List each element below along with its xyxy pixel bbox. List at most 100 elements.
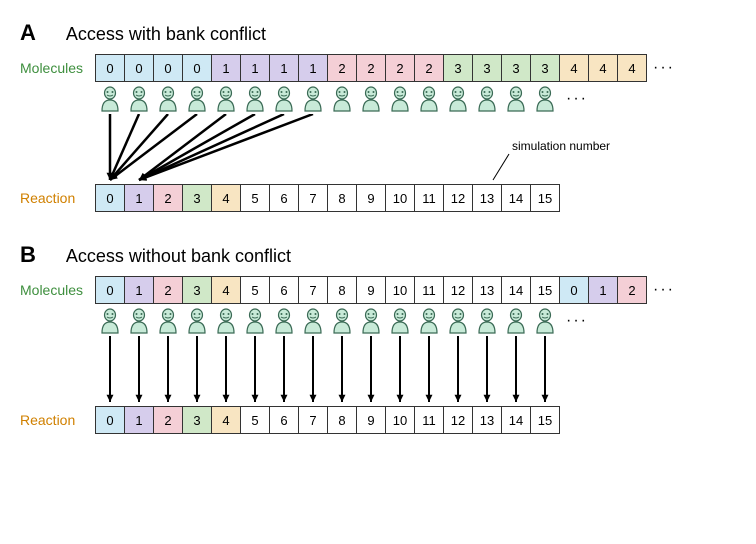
cell: 4 — [559, 54, 589, 82]
cell: 1 — [124, 276, 154, 304]
cell: 7 — [298, 276, 328, 304]
cell: 1 — [124, 184, 154, 212]
cell: 4 — [617, 54, 647, 82]
cell: 5 — [240, 276, 270, 304]
cell: 2 — [617, 276, 647, 304]
reaction-label: Reaction — [20, 412, 95, 428]
cell: 14 — [501, 276, 531, 304]
agent-icon — [327, 308, 357, 334]
cell: 0 — [182, 54, 212, 82]
agent-icon — [211, 86, 241, 112]
cell: 13 — [472, 406, 502, 434]
cell: 1 — [240, 54, 270, 82]
cell: 0 — [124, 54, 154, 82]
agent-icon — [240, 308, 270, 334]
cell: 15 — [530, 276, 560, 304]
cell: 3 — [501, 54, 531, 82]
agent-icon — [501, 86, 531, 112]
cell: 4 — [211, 406, 241, 434]
cell: 1 — [124, 406, 154, 434]
cell: 3 — [530, 54, 560, 82]
agent-icon — [356, 86, 386, 112]
panel-a-letter: A — [20, 20, 36, 46]
agent-icon — [182, 308, 212, 334]
agent-icon — [472, 308, 502, 334]
panel-b-letter: B — [20, 242, 36, 268]
cell: 10 — [385, 276, 415, 304]
cell: 3 — [443, 54, 473, 82]
cell: 7 — [298, 184, 328, 212]
cell: 3 — [182, 184, 212, 212]
cell: 4 — [211, 184, 241, 212]
ellipsis: ··· — [653, 281, 675, 299]
panel-b-agents: ··· — [95, 308, 736, 334]
cell: 6 — [269, 276, 299, 304]
cell: 5 — [240, 184, 270, 212]
cell: 12 — [443, 276, 473, 304]
reaction-cells: 0123456789101112131415 — [95, 184, 560, 212]
agent-icon — [501, 308, 531, 334]
panel-a-header: A Access with bank conflict — [20, 20, 736, 46]
panel-b-header: B Access without bank conflict — [20, 242, 736, 268]
cell: 9 — [356, 184, 386, 212]
molecules-cells: 0000111122223333444 — [95, 54, 647, 82]
agent-icon — [124, 86, 154, 112]
ellipsis: ··· — [653, 59, 675, 77]
panel-a: A Access with bank conflict Molecules 00… — [20, 20, 736, 212]
agent-icon — [182, 86, 212, 112]
agent-icon — [414, 86, 444, 112]
agent-icon — [269, 86, 299, 112]
cell: 10 — [385, 406, 415, 434]
cell: 4 — [211, 276, 241, 304]
cell: 8 — [327, 406, 357, 434]
agent-icon — [298, 86, 328, 112]
cell: 12 — [443, 406, 473, 434]
cell: 11 — [414, 276, 444, 304]
cell: 2 — [356, 54, 386, 82]
cell: 0 — [95, 276, 125, 304]
reaction-label: Reaction — [20, 190, 95, 206]
agent-icon — [95, 86, 125, 112]
cell: 9 — [356, 276, 386, 304]
agent-icon — [153, 86, 183, 112]
cell: 2 — [153, 184, 183, 212]
agent-icon — [95, 308, 125, 334]
simulation-number-annotation: simulation number — [512, 139, 610, 153]
agent-icon — [472, 86, 502, 112]
cell: 4 — [588, 54, 618, 82]
agent-icon — [211, 308, 241, 334]
cell: 2 — [153, 406, 183, 434]
agent-icon — [124, 308, 154, 334]
agent-icon — [269, 308, 299, 334]
ellipsis: ··· — [566, 312, 588, 330]
cell: 5 — [240, 406, 270, 434]
cell: 0 — [95, 54, 125, 82]
cell: 11 — [414, 406, 444, 434]
cell: 13 — [472, 276, 502, 304]
molecules-label: Molecules — [20, 60, 95, 76]
agent-icon — [356, 308, 386, 334]
panel-a-arrows: simulation number — [95, 114, 736, 184]
cell: 15 — [530, 406, 560, 434]
agent-icon — [385, 308, 415, 334]
cell: 1 — [298, 54, 328, 82]
agent-icon — [240, 86, 270, 112]
cell: 3 — [182, 276, 212, 304]
agent-icon — [385, 86, 415, 112]
cell: 2 — [327, 54, 357, 82]
cell: 7 — [298, 406, 328, 434]
ellipsis: ··· — [566, 90, 588, 108]
cell: 3 — [182, 406, 212, 434]
cell: 15 — [530, 184, 560, 212]
cell: 14 — [501, 406, 531, 434]
cell: 3 — [472, 54, 502, 82]
cell: 8 — [327, 184, 357, 212]
panel-a-reaction-row: Reaction 0123456789101112131415 — [20, 184, 736, 212]
cell: 8 — [327, 276, 357, 304]
cell: 1 — [588, 276, 618, 304]
cell: 1 — [211, 54, 241, 82]
cell: 2 — [414, 54, 444, 82]
panel-a-molecules-row: Molecules 0000111122223333444 ··· — [20, 54, 736, 82]
panel-b: B Access without bank conflict Molecules… — [20, 242, 736, 434]
cell: 6 — [269, 184, 299, 212]
